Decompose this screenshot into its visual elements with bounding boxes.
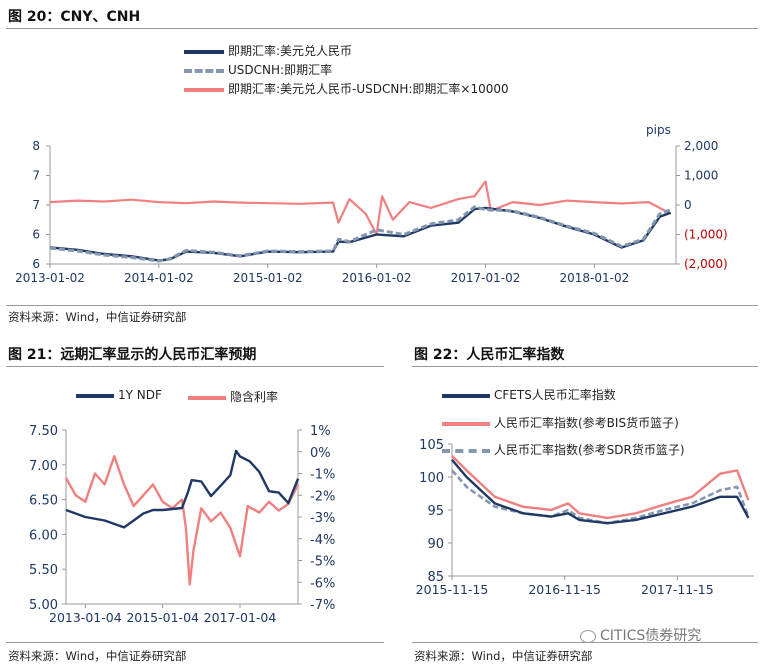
fig20-legend: 即期汇率:美元兑人民币 USDCNH:即期汇率 即期汇率:美元兑人民币-USDC… (184, 42, 744, 102)
fig21-title: 图 21：远期汇率显示的人民币汇率预期 (8, 347, 257, 363)
x-tick-label: 2014-01-02 (124, 271, 194, 285)
legend-swatch-navy (442, 393, 490, 398)
y-tick-label-left: 5.00 (29, 598, 58, 613)
y-tick-label-right: 0% (310, 446, 331, 461)
wechat-icon (580, 629, 596, 643)
series-line-spread (49, 180, 672, 236)
y-tick-label-left: 6.50 (29, 494, 58, 509)
fig20-source: 资料来源：Wind，中信证券研究部 (8, 310, 187, 324)
legend-item-implied-rate: 隐含利率 (188, 388, 278, 405)
fig20-chart: 8 7 7 6 6 2,000 1,000 0 (1,000) (2,000) pips 2013-0… (15, 123, 728, 285)
fig21-source: 资料来源：Wind，中信证券研究部 (8, 649, 187, 663)
x-tick-label: 2016-11-15 (528, 582, 601, 597)
y-tick-label-right: 2,000 (684, 139, 718, 153)
series-line-cfets (451, 459, 750, 525)
y-tick-label-right: -4% (310, 533, 335, 548)
y-tick-label-right: -3% (310, 511, 335, 526)
fig20-top-rule (6, 28, 758, 29)
x-tick-label: 2015-01-04 (126, 610, 199, 625)
fig22-legend: CFETS人民币汇率指数 人民币汇率指数(参考BIS货币篮子) 人民币汇率指数(… (442, 386, 762, 458)
y-tick-label: 90 (427, 537, 444, 552)
fig22-title: 图 22：人民币汇率指数 (414, 347, 565, 363)
fig22-bottom-rule (412, 642, 758, 643)
legend-item-cny: 即期汇率:美元兑人民币 (184, 42, 352, 59)
fig20-title: 图 20：CNY、CNH (8, 9, 141, 25)
y-tick-label-left: 6.00 (29, 528, 58, 543)
legend-item-cnh: USDCNH:即期汇率 (184, 61, 332, 78)
legend-label: USDCNH:即期汇率 (228, 63, 333, 77)
y-tick-label-right: (1,000) (684, 228, 728, 242)
fig22-top-rule (412, 366, 758, 367)
y-tick-label-right: 1% (310, 424, 331, 439)
y-tick-label-right: 0 (684, 198, 692, 212)
y-tick-label: 95 (427, 504, 444, 519)
x-tick-label: 2017-01-04 (204, 610, 277, 625)
x-tick-label: 2015-01-02 (233, 271, 303, 285)
y-tick-label-left: 6 (32, 228, 40, 242)
series-line-cny (49, 206, 672, 262)
legend-label: 1Y NDF (118, 388, 162, 402)
legend-item-cfets: CFETS人民币汇率指数 (442, 386, 616, 403)
series-line-bis (451, 455, 750, 520)
right-unit-label: pips (646, 123, 671, 137)
legend-swatch-navy (184, 49, 224, 54)
x-tick-label: 2013-01-04 (49, 610, 122, 625)
y-tick-label-right: -6% (310, 576, 335, 591)
legend-item-sdr: 人民币汇率指数(参考SDR货币篮子) (442, 441, 685, 458)
legend-swatch-grey-dashed (442, 448, 490, 453)
watermark: CITICS债券研究 (580, 625, 701, 645)
legend-label: 人民币汇率指数(参考BIS货币篮子) (494, 416, 679, 430)
legend-swatch-grey-dashed (184, 68, 224, 73)
y-tick-label-left: 8 (32, 139, 40, 153)
y-tick-label-right: (2,000) (684, 257, 728, 271)
x-tick-label: 2015-11-15 (416, 582, 489, 597)
fig21-chart: 7.50 7.00 6.50 6.00 5.50 5.00 1% 0% -1% -2% -3% -4%… (29, 424, 335, 625)
y-tick-label-left: 6 (32, 257, 40, 271)
y-tick-label-right: -1% (310, 468, 335, 483)
legend-label: CFETS人民币汇率指数 (494, 388, 616, 402)
y-tick-label-right: 1,000 (684, 169, 718, 183)
legend-swatch-salmon (188, 395, 226, 400)
y-tick-label-left: 7 (32, 169, 40, 183)
y-tick-label: 105 (419, 438, 444, 453)
x-tick-label: 2013-01-02 (15, 271, 85, 285)
legend-label: 即期汇率:美元兑人民币 (228, 44, 353, 58)
x-tick-label: 2018-01-02 (559, 271, 629, 285)
legend-label: 隐含利率 (230, 390, 279, 404)
legend-item-bis: 人民币汇率指数(参考BIS货币篮子) (442, 414, 679, 431)
legend-label: 人民币汇率指数(参考SDR货币篮子) (494, 443, 685, 457)
watermark-text: CITICS债券研究 (600, 628, 702, 644)
y-tick-label-right: -7% (310, 598, 335, 613)
series-line-implied-rate (64, 454, 300, 586)
legend-item-ndf: 1Y NDF (76, 388, 162, 402)
legend-item-spread: 即期汇率:美元兑人民币-USDCNH:即期汇率×10000 (184, 80, 509, 97)
series-line-ndf (65, 449, 300, 529)
legend-swatch-navy (76, 393, 114, 398)
y-tick-label-left: 5.50 (29, 563, 58, 578)
x-tick-label: 2017-01-02 (451, 271, 521, 285)
fig21-bottom-rule (6, 642, 384, 643)
y-tick-label: 100 (419, 471, 444, 486)
legend-swatch-salmon (442, 421, 490, 426)
fig22-source: 资料来源：Wind，中信证券研究部 (414, 649, 593, 663)
y-tick-label-right: -2% (310, 489, 335, 504)
y-tick-label-left: 7.00 (29, 459, 58, 474)
fig20-bottom-rule (6, 305, 758, 306)
y-tick-label-right: -5% (310, 555, 335, 570)
fig21-top-rule (6, 366, 384, 367)
legend-label: 即期汇率:美元兑人民币-USDCNH:即期汇率×10000 (228, 82, 509, 96)
x-tick-label: 2016-01-02 (342, 271, 412, 285)
fig21-legend: 1Y NDF 隐含利率 (76, 388, 376, 406)
series-line-cnh (49, 205, 672, 263)
legend-swatch-salmon (184, 87, 224, 92)
x-tick-label: 2017-11-15 (641, 582, 714, 597)
y-tick-label-left: 7 (32, 198, 40, 212)
y-tick-label-left: 7.50 (29, 424, 58, 439)
y-tick-label: 85 (427, 570, 444, 585)
